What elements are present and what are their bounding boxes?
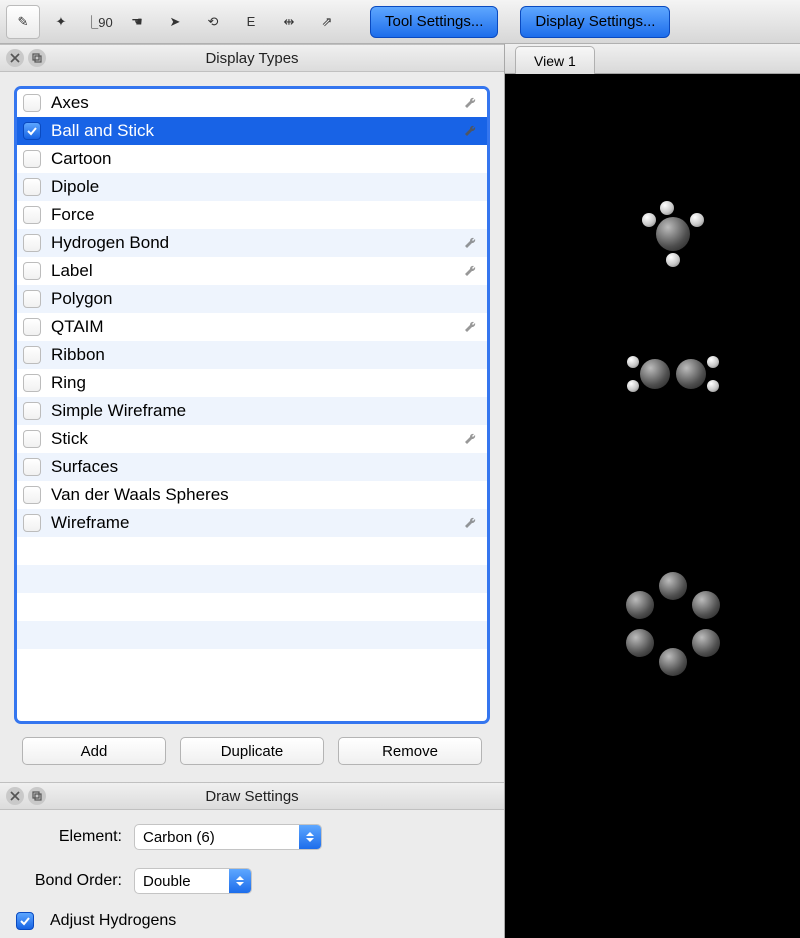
close-panel-icon[interactable] — [6, 787, 24, 805]
element-select-value: Carbon (6) — [143, 829, 215, 846]
display-type-label: Force — [51, 205, 479, 225]
display-type-label: Van der Waals Spheres — [51, 485, 479, 505]
display-type-label: Axes — [51, 93, 461, 113]
draw-settings-title: Draw Settings — [0, 788, 504, 805]
display-settings-button[interactable]: Display Settings... — [520, 6, 670, 38]
display-type-label: Dipole — [51, 177, 479, 197]
draw-settings-panel-header: Draw Settings — [0, 782, 504, 810]
display-type-checkbox[interactable] — [23, 486, 41, 504]
display-type-row[interactable]: Stick — [17, 425, 487, 453]
bond-order-select-value: Double — [143, 873, 191, 890]
top-toolbar: ✎✦⎿90☚➤⟲E⇹⇗ Tool Settings... Display Setti… — [0, 0, 800, 44]
display-type-checkbox[interactable] — [23, 458, 41, 476]
display-type-label: Ring — [51, 373, 479, 393]
display-type-checkbox[interactable] — [23, 234, 41, 252]
wrench-icon[interactable] — [461, 262, 479, 280]
close-panel-icon[interactable] — [6, 49, 24, 67]
view-tab[interactable]: View 1 — [515, 46, 595, 74]
empty-row — [17, 537, 487, 565]
display-type-checkbox[interactable] — [23, 318, 41, 336]
display-type-label: Hydrogen Bond — [51, 233, 461, 253]
duplicate-button[interactable]: Duplicate — [180, 737, 324, 765]
bond-order-label: Bond Order: — [14, 872, 134, 890]
display-type-row[interactable]: Wireframe — [17, 509, 487, 537]
display-type-row[interactable]: Label — [17, 257, 487, 285]
display-type-row[interactable]: Dipole — [17, 173, 487, 201]
display-types-list: Axes Ball and Stick Cartoon Dipole Force Hydr… — [14, 86, 490, 724]
display-type-checkbox[interactable] — [23, 150, 41, 168]
display-type-row[interactable]: Ribbon — [17, 341, 487, 369]
view-tabbar: View 1 — [505, 44, 800, 74]
draw-settings-content: Element: Carbon (6) Bond Order: Double — [0, 810, 504, 938]
hand-tool-icon[interactable]: ☚ — [120, 5, 154, 39]
display-type-label: Ribbon — [51, 345, 479, 365]
display-type-row[interactable]: Van der Waals Spheres — [17, 481, 487, 509]
adjust-hydrogens-checkbox[interactable] — [16, 912, 34, 930]
empty-row — [17, 593, 487, 621]
wrench-icon[interactable] — [461, 234, 479, 252]
display-type-row[interactable]: Simple Wireframe — [17, 397, 487, 425]
draw-tool-icon[interactable]: ✎ — [6, 5, 40, 39]
measure-tool-icon[interactable]: ⇹ — [272, 5, 306, 39]
display-type-row[interactable]: Polygon — [17, 285, 487, 313]
display-type-label: QTAIM — [51, 317, 461, 337]
display-type-row[interactable]: Hydrogen Bond — [17, 229, 487, 257]
display-type-label: Cartoon — [51, 149, 479, 169]
display-type-checkbox[interactable] — [23, 94, 41, 112]
display-type-checkbox[interactable] — [23, 122, 41, 140]
display-type-row[interactable]: Axes — [17, 89, 487, 117]
display-type-label: Label — [51, 261, 461, 281]
display-type-checkbox[interactable] — [23, 290, 41, 308]
display-type-row[interactable]: Ring — [17, 369, 487, 397]
display-type-label: Simple Wireframe — [51, 401, 479, 421]
display-type-label: Surfaces — [51, 457, 479, 477]
wrench-icon[interactable] — [461, 514, 479, 532]
display-type-checkbox[interactable] — [23, 178, 41, 196]
display-type-label: Stick — [51, 429, 461, 449]
detach-panel-icon[interactable] — [28, 49, 46, 67]
add-button[interactable]: Add — [22, 737, 166, 765]
remove-button[interactable]: Remove — [338, 737, 482, 765]
empty-row — [17, 621, 487, 649]
display-type-checkbox[interactable] — [23, 430, 41, 448]
display-type-label: Polygon — [51, 289, 479, 309]
display-type-row[interactable]: Cartoon — [17, 145, 487, 173]
viewport-3d[interactable] — [505, 74, 800, 938]
dropdown-arrows-icon — [299, 825, 321, 849]
display-type-label: Ball and Stick — [51, 121, 461, 141]
bond-order-select[interactable]: Double — [134, 868, 252, 894]
element-select[interactable]: Carbon (6) — [134, 824, 322, 850]
display-type-label: Wireframe — [51, 513, 461, 533]
rotate-tool-icon[interactable]: ⟲ — [196, 5, 230, 39]
element-label: Element: — [14, 828, 134, 846]
angle-tool-icon[interactable]: ⎿90 — [82, 5, 116, 39]
display-types-panel-header: Display Types — [0, 44, 504, 72]
wrench-icon[interactable] — [461, 430, 479, 448]
display-type-checkbox[interactable] — [23, 402, 41, 420]
tool-settings-button[interactable]: Tool Settings... — [370, 6, 498, 38]
display-types-content: Axes Ball and Stick Cartoon Dipole Force Hydr… — [0, 72, 504, 782]
display-type-checkbox[interactable] — [23, 514, 41, 532]
empty-row — [17, 565, 487, 593]
pointer-tool-icon[interactable]: ➤ — [158, 5, 192, 39]
display-type-row[interactable]: QTAIM — [17, 313, 487, 341]
element-tool-icon[interactable]: E — [234, 5, 268, 39]
display-type-checkbox[interactable] — [23, 206, 41, 224]
wrench-icon[interactable] — [461, 318, 479, 336]
detach-panel-icon[interactable] — [28, 787, 46, 805]
align-tool-icon[interactable]: ⇗ — [310, 5, 344, 39]
navigate-tool-icon[interactable]: ✦ — [44, 5, 78, 39]
wrench-icon[interactable] — [461, 122, 479, 140]
display-type-row[interactable]: Surfaces — [17, 453, 487, 481]
display-type-row[interactable]: Force — [17, 201, 487, 229]
wrench-icon[interactable] — [461, 94, 479, 112]
dropdown-arrows-icon — [229, 869, 251, 893]
display-type-checkbox[interactable] — [23, 262, 41, 280]
display-type-checkbox[interactable] — [23, 374, 41, 392]
adjust-hydrogens-label: Adjust Hydrogens — [50, 912, 176, 930]
display-type-row[interactable]: Ball and Stick — [17, 117, 487, 145]
display-type-checkbox[interactable] — [23, 346, 41, 364]
display-types-title: Display Types — [0, 50, 504, 67]
